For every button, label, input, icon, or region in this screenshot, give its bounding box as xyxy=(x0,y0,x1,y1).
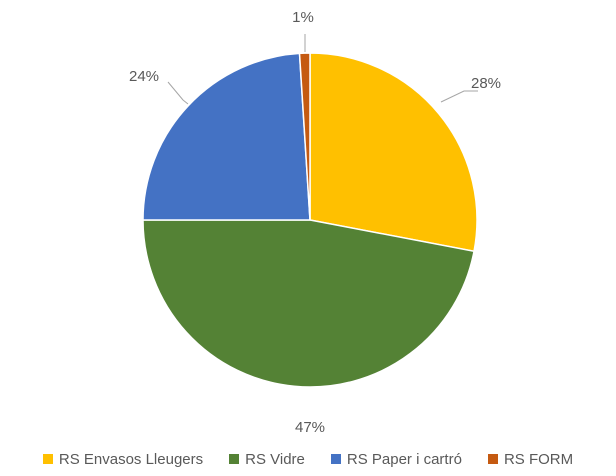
pie-slice-rs-form xyxy=(298,52,311,221)
leader-line-1 xyxy=(440,90,478,103)
legend-swatch xyxy=(487,454,498,464)
legend-item: RS Envasos Lleugers xyxy=(42,450,204,468)
legend-label: RS Paper i cartró xyxy=(346,450,462,468)
data-label-1: 28% xyxy=(471,75,501,92)
data-label-3: 24% xyxy=(129,68,159,85)
legend-item: RS FORM xyxy=(487,450,574,468)
pie-slice-rs-vidre xyxy=(142,219,475,388)
legend-item: RS Vidre xyxy=(229,451,305,468)
legend-swatch xyxy=(42,454,53,464)
pie-slice-rs-envasos-lleugers xyxy=(309,52,478,253)
data-label-4: 1% xyxy=(292,9,314,26)
data-label-2: 47% xyxy=(295,419,325,436)
legend-label: RS Envasos Lleugers xyxy=(58,450,204,468)
legend-swatch xyxy=(330,454,341,464)
legend-swatch xyxy=(229,454,240,464)
leader-line-3 xyxy=(167,81,189,105)
pie-slice-rs-paper-i-cartr- xyxy=(142,52,311,221)
legend-item: RS Paper i cartró xyxy=(330,450,462,468)
legend-label: RS Vidre xyxy=(245,450,305,468)
legend-label: RS FORM xyxy=(503,450,574,468)
chart-legend: RS Envasos Lleugers RS Vidre RS Paper i ca… xyxy=(0,447,616,471)
